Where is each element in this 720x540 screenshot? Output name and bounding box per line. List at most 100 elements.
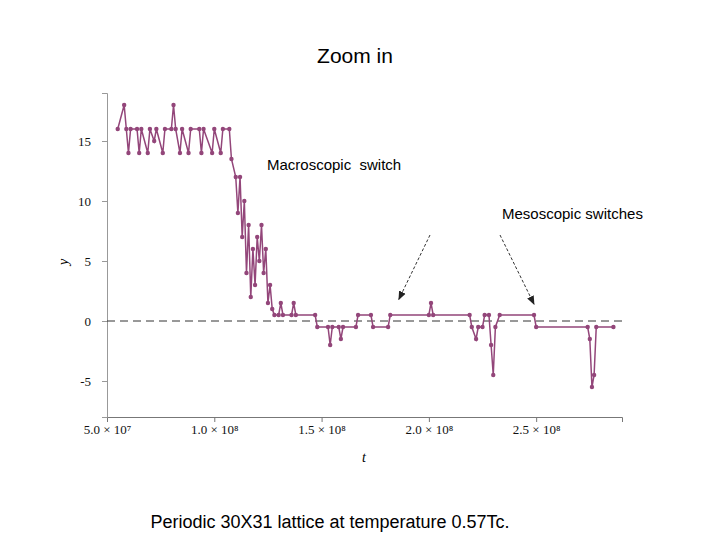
data-point bbox=[253, 283, 257, 287]
data-point bbox=[268, 283, 272, 287]
x-tick-label: 1.0 × 10⁸ bbox=[191, 422, 239, 437]
data-point bbox=[238, 175, 242, 179]
data-point bbox=[251, 247, 255, 251]
y-tick: 15 bbox=[78, 134, 107, 149]
plot-area bbox=[107, 103, 622, 389]
x-tick-label: 2.5 × 10⁸ bbox=[513, 422, 561, 437]
data-point bbox=[489, 343, 493, 347]
data-point bbox=[171, 103, 175, 107]
data-point bbox=[249, 295, 253, 299]
data-point bbox=[341, 325, 345, 329]
data-point bbox=[289, 313, 293, 317]
data-point bbox=[429, 301, 433, 305]
x-tick-label: 2.0 × 10⁸ bbox=[406, 422, 454, 437]
data-point bbox=[264, 247, 268, 251]
data-point bbox=[276, 313, 280, 317]
x-tick: 1.0 × 10⁸ bbox=[191, 417, 239, 437]
x-tick: 2.0 × 10⁸ bbox=[406, 417, 454, 437]
data-point bbox=[221, 127, 225, 131]
data-point bbox=[427, 313, 431, 317]
data-point bbox=[356, 313, 360, 317]
data-point bbox=[135, 127, 139, 131]
data-point bbox=[493, 325, 497, 329]
reference-line bbox=[107, 321, 622, 322]
y-tick-label: 0 bbox=[85, 314, 92, 329]
data-point bbox=[116, 127, 120, 131]
data-point bbox=[259, 223, 263, 227]
data-point bbox=[137, 151, 141, 155]
y-tick-label: 10 bbox=[78, 194, 91, 209]
data-point bbox=[281, 313, 285, 317]
x-axis-title: t bbox=[362, 450, 367, 465]
y-axis-line bbox=[102, 94, 108, 418]
data-point bbox=[279, 301, 283, 305]
y-tick: 5 bbox=[85, 254, 108, 269]
x-tick: 1.5 × 10⁸ bbox=[298, 417, 346, 437]
data-point bbox=[294, 313, 298, 317]
data-point bbox=[122, 103, 126, 107]
data-point bbox=[186, 151, 190, 155]
data-point bbox=[339, 337, 343, 341]
data-point bbox=[188, 127, 192, 131]
data-point bbox=[169, 127, 173, 131]
data-point bbox=[388, 313, 392, 317]
y-tick-label: -5 bbox=[80, 374, 91, 389]
data-point bbox=[242, 199, 246, 203]
data-point bbox=[212, 127, 216, 131]
data-point bbox=[229, 157, 233, 161]
data-point bbox=[326, 325, 330, 329]
data-point bbox=[163, 127, 167, 131]
x-tick: 5.0 × 10⁷ bbox=[84, 417, 132, 437]
data-point bbox=[139, 127, 143, 131]
x-tick-label: 1.5 × 10⁸ bbox=[298, 422, 346, 437]
x-axis: 5.0 × 10⁷ 1.0 × 10⁸ 1.5 × 10⁸ 2.0 × 10⁸ 2.5 … bbox=[84, 417, 623, 437]
data-point bbox=[386, 325, 390, 329]
data-point bbox=[482, 313, 486, 317]
x-tick-label: 5.0 × 10⁷ bbox=[84, 422, 132, 437]
y-tick: -5 bbox=[80, 374, 107, 389]
data-point bbox=[124, 127, 128, 131]
data-point bbox=[532, 313, 536, 317]
data-point bbox=[371, 325, 375, 329]
y-tick: 0 bbox=[85, 314, 108, 329]
data-point bbox=[219, 151, 223, 155]
data-point bbox=[255, 235, 259, 239]
data-point bbox=[173, 127, 177, 131]
data-point bbox=[431, 313, 435, 317]
y-tick-label: 5 bbox=[85, 254, 92, 269]
annotation: Mesoscopic switches bbox=[502, 205, 643, 222]
data-point bbox=[161, 151, 165, 155]
data-point bbox=[594, 325, 598, 329]
data-point bbox=[315, 325, 319, 329]
data-point bbox=[337, 325, 341, 329]
data-point bbox=[467, 313, 471, 317]
data-point bbox=[470, 325, 474, 329]
annotation: Macroscopic switch bbox=[267, 156, 401, 173]
data-point bbox=[234, 175, 238, 179]
annotation-arrow bbox=[500, 235, 534, 304]
data-point bbox=[210, 151, 214, 155]
data-point bbox=[152, 139, 156, 143]
data-point bbox=[266, 301, 270, 305]
data-point bbox=[328, 343, 332, 347]
data-point bbox=[154, 127, 158, 131]
chart: Zoom in5.0 × 10⁷1.0 × 10⁸1.5 × 10⁸2.0 × … bbox=[0, 0, 720, 540]
caption: Periodic 30X31 lattice at temperature 0.… bbox=[150, 512, 509, 532]
data-point bbox=[146, 151, 150, 155]
data-point bbox=[201, 127, 205, 131]
data-point bbox=[180, 127, 184, 131]
y-tick-mark bbox=[102, 201, 107, 202]
data-point bbox=[227, 127, 231, 131]
data-point bbox=[491, 373, 495, 377]
data-point bbox=[240, 235, 244, 239]
data-point bbox=[236, 211, 240, 215]
data-point bbox=[474, 337, 478, 341]
data-point bbox=[246, 223, 250, 227]
y-tick-mark bbox=[102, 321, 107, 322]
y-axis-title: y bbox=[56, 258, 71, 267]
data-point bbox=[199, 151, 203, 155]
data-point bbox=[244, 271, 248, 275]
series-line bbox=[118, 105, 614, 387]
data-point bbox=[197, 127, 201, 131]
y-tick-mark bbox=[102, 261, 107, 262]
